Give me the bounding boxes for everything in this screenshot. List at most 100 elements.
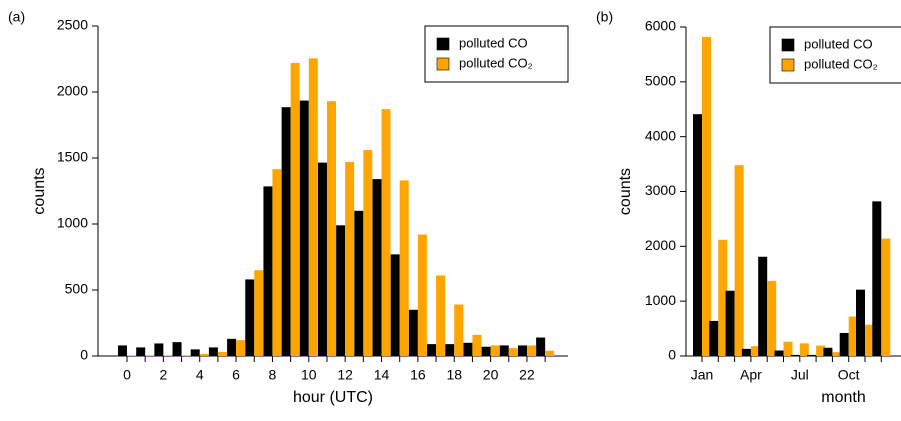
bar: [783, 341, 793, 356]
bar: [848, 316, 858, 356]
bar: [490, 345, 500, 356]
bar: [136, 347, 146, 356]
bar: [856, 289, 865, 356]
bar: [245, 279, 255, 356]
x-tick-label: 4: [196, 367, 204, 383]
bar: [290, 62, 300, 357]
x-tick-label: 2: [159, 367, 167, 383]
bar: [790, 354, 800, 356]
x-tick-label: 20: [483, 367, 499, 383]
bar: [254, 270, 264, 356]
bar: [536, 337, 546, 356]
x-tick-label: 8: [269, 367, 277, 383]
x-tick-label: Oct: [838, 367, 860, 383]
bar: [881, 238, 891, 356]
y-tick-label: 2000: [645, 237, 676, 253]
bar: [693, 114, 702, 356]
legend-label: polluted CO₂: [804, 56, 878, 71]
x-tick-label: 0: [123, 367, 131, 383]
y-tick-label: 6000: [645, 18, 676, 34]
legend-box: [769, 26, 901, 84]
y-tick-label: 0: [668, 347, 676, 363]
bar: [427, 344, 437, 356]
bar: [445, 344, 455, 356]
bar: [872, 201, 882, 356]
bar: [417, 234, 427, 356]
legend-swatch: [781, 58, 795, 72]
legend-label: polluted CO: [804, 36, 873, 51]
x-tick-label: 12: [337, 367, 353, 383]
y-tick-label: 1000: [645, 292, 676, 308]
bar: [526, 345, 536, 356]
bar: [807, 354, 817, 356]
panel: (b) 0 1000 2000 3000 4000 5000 6000 Jan Apr Jul Oct…: [596, 9, 901, 406]
bar: [436, 275, 446, 356]
bar: [508, 348, 518, 356]
bar: [154, 343, 164, 356]
bar: [545, 350, 555, 356]
bar: [799, 343, 809, 356]
bar: [217, 352, 227, 356]
bar: [172, 342, 182, 356]
bar: [399, 180, 409, 356]
bar: [272, 169, 282, 356]
bar: [865, 324, 874, 356]
legend-label: polluted CO₂: [459, 55, 533, 70]
bar: [208, 347, 218, 356]
bar: [517, 345, 527, 356]
legend-swatch: [781, 38, 795, 52]
bar: [472, 334, 482, 356]
x-tick-label: 14: [374, 367, 390, 383]
bar: [372, 179, 382, 356]
x-axis-label: hour (UTC): [293, 389, 373, 406]
y-axis-label: counts: [31, 167, 48, 214]
bar: [725, 290, 735, 356]
y-tick-label: 2500: [57, 17, 88, 33]
legend-swatch: [436, 37, 450, 51]
bar: [734, 165, 744, 356]
y-tick-label: 500: [65, 281, 89, 297]
bar: [181, 355, 191, 356]
y-tick-label: 5000: [645, 73, 676, 89]
y-tick-label: 1500: [57, 149, 88, 165]
legend-label: polluted CO: [459, 35, 528, 50]
bar: [381, 109, 391, 356]
bar: [336, 225, 346, 356]
bar: [463, 342, 473, 356]
bar: [718, 239, 728, 356]
legend-box: [424, 25, 569, 83]
x-tick-label: 16: [410, 367, 426, 383]
bar: [317, 162, 327, 356]
bar: [199, 354, 209, 356]
bar: [363, 150, 373, 356]
bar: [281, 107, 291, 357]
y-axis-label: counts: [617, 168, 634, 215]
legend-swatch: [436, 57, 450, 71]
y-tick-label: 1000: [57, 215, 88, 231]
bar: [816, 345, 826, 356]
y-tick-label: 0: [80, 347, 88, 363]
y-tick-label: 2000: [57, 83, 88, 99]
bar: [390, 254, 400, 356]
bar: [709, 320, 719, 356]
bar: [299, 100, 309, 356]
bar: [345, 161, 355, 356]
bar: [839, 332, 849, 356]
panel-label: (b): [596, 9, 613, 25]
y-tick-label: 3000: [645, 182, 676, 198]
panel: (a) 0 500 1000 1500 2000 2500 0 2 4 6 8 10 12 14 16 18 20…: [8, 9, 569, 406]
bar: [758, 256, 768, 356]
x-tick-label: Jul: [791, 367, 809, 383]
bar: [499, 345, 509, 356]
bar: [163, 355, 173, 356]
panel-label: (a): [8, 9, 25, 25]
bar: [145, 355, 155, 356]
bar: [774, 350, 784, 356]
bar: [741, 348, 751, 356]
bar: [308, 58, 318, 357]
bar: [823, 347, 833, 356]
bar: [190, 349, 200, 356]
x-tick-label: 22: [519, 367, 535, 383]
bar: [227, 338, 237, 356]
